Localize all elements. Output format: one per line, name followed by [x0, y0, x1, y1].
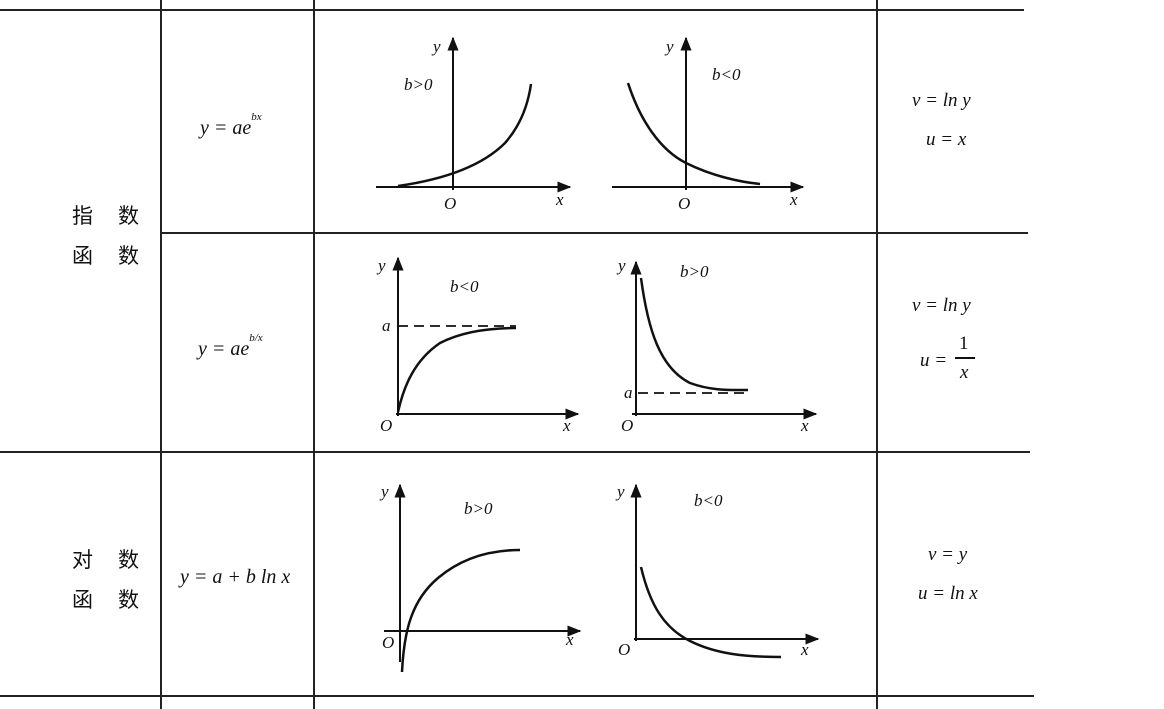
- graph-log-b-negative: [630, 483, 820, 659]
- substitution-row-3-v: v = y: [928, 544, 968, 565]
- substitution-row-2-u: u =: [920, 350, 947, 372]
- substitution-row-1-u: u = x: [926, 129, 967, 150]
- origin-label: O: [444, 194, 456, 213]
- category-logarithmic-line1: 对 数: [72, 548, 141, 572]
- condition-label: b<0: [712, 65, 741, 84]
- row-divider-2: [0, 451, 1030, 453]
- formula-exponent: bx: [251, 111, 262, 123]
- top-rule: [0, 9, 1024, 11]
- curve: [396, 326, 517, 413]
- curve: [639, 277, 749, 392]
- x-axis-label: x: [555, 190, 564, 209]
- condition-label: b>0: [680, 262, 709, 281]
- col-divider-3: [876, 0, 878, 709]
- origin-label: O: [618, 640, 630, 659]
- condition-label: b>0: [464, 499, 493, 518]
- formula-base: y = ae: [200, 117, 252, 139]
- substitution-row-1-v: v = ln y: [912, 90, 971, 111]
- fraction-lhs: u =: [920, 350, 948, 371]
- category-exponential-line1: 指 数: [72, 204, 141, 228]
- substitution-row-3-u: u = ln x: [918, 583, 978, 604]
- graph-exp-b-positive: [376, 36, 572, 193]
- asymptote-label: a: [382, 316, 391, 335]
- origin-label: O: [380, 416, 392, 435]
- bottom-rule: [0, 695, 1034, 697]
- condition-label: b<0: [694, 491, 723, 510]
- formula-row-3: y = a + b ln x: [180, 566, 290, 589]
- x-axis-label: x: [800, 416, 809, 435]
- col-divider-1: [160, 0, 162, 709]
- row-divider-1: [160, 232, 1028, 234]
- x-axis-label: x: [789, 190, 798, 209]
- fraction-denominator: x: [960, 362, 969, 383]
- graph-log-b-positive: [384, 483, 582, 673]
- asymptote-label: a: [624, 383, 633, 402]
- curve: [626, 82, 761, 186]
- formula-exponent: b/x: [249, 332, 263, 344]
- fraction-bar: [955, 357, 975, 359]
- y-axis-label: y: [431, 37, 441, 56]
- condition-label: b<0: [450, 277, 479, 296]
- col-divider-2: [313, 0, 315, 709]
- y-axis-label: y: [615, 482, 625, 501]
- curve: [397, 83, 533, 188]
- graph-expinv-b-positive: [630, 260, 818, 420]
- condition-label: b>0: [404, 75, 433, 94]
- fraction-numerator: 1: [959, 333, 969, 354]
- origin-label: O: [382, 633, 394, 652]
- y-axis-label: y: [376, 256, 386, 275]
- curve: [400, 548, 521, 673]
- x-axis-label: x: [800, 640, 809, 659]
- x-axis-label: x: [562, 416, 571, 435]
- formula-base: y = ae: [198, 338, 250, 360]
- y-axis-label: y: [664, 37, 674, 56]
- formula-row-1: y = aebx: [200, 111, 262, 140]
- category-exponential-line2: 函 数: [72, 244, 141, 268]
- formula-base: y = a + b ln x: [180, 566, 291, 588]
- y-axis-label: y: [616, 256, 626, 275]
- formula-row-2: y = aeb/x: [198, 332, 263, 361]
- x-axis-label: x: [565, 630, 574, 649]
- origin-label: O: [678, 194, 690, 213]
- origin-label: O: [621, 416, 633, 435]
- graph-exp-b-negative: [612, 36, 805, 193]
- curve: [639, 566, 782, 659]
- substitution-row-2-v: v = ln y: [912, 295, 971, 316]
- graph-expinv-b-negative: [392, 256, 580, 420]
- y-axis-label: y: [379, 482, 389, 501]
- category-logarithmic-line2: 函 数: [72, 588, 141, 612]
